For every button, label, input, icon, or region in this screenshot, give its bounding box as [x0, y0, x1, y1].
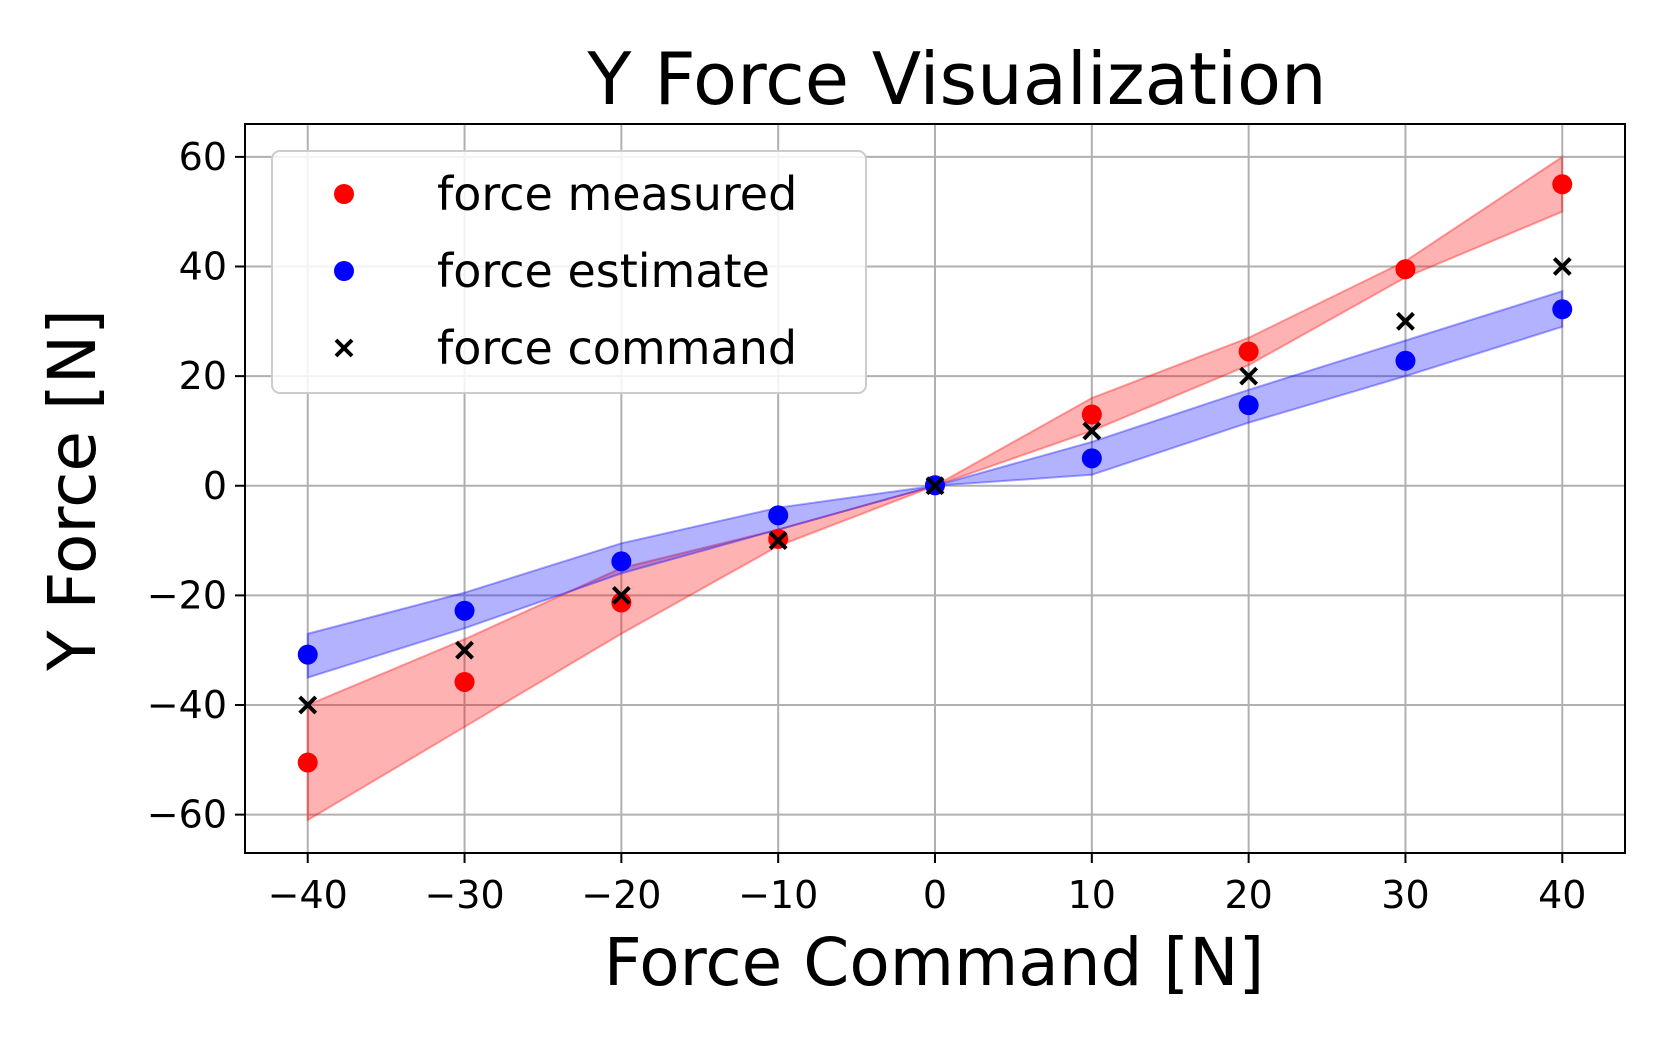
data-points [297, 174, 1573, 773]
x-tick-label: 10 [1068, 873, 1116, 917]
point-force-estimate [297, 644, 318, 665]
point-force-measured [1081, 404, 1102, 425]
y-tick-label: −20 [147, 573, 227, 617]
point-force-command [1552, 257, 1572, 276]
x-tick-label: −20 [581, 873, 661, 917]
x-marker-stroke [611, 585, 631, 605]
point-force-estimate [611, 551, 632, 572]
x-axis-ticks: −40 −30 −20 −10 0 10 20 30 40 [268, 853, 1586, 917]
y-tick-label: 60 [179, 135, 227, 179]
x-tick-label: 0 [923, 873, 947, 917]
point-force-estimate [1552, 299, 1573, 320]
legend: force measured force estimate force comman… [271, 150, 867, 394]
x-marker-stroke [1082, 421, 1102, 441]
x-marker-stroke [768, 531, 788, 550]
point-force-estimate [768, 505, 789, 526]
legend-label-force-measured: force measured [437, 167, 797, 221]
point-force-measured [1238, 341, 1259, 362]
point-force-measured [297, 752, 318, 773]
x-marker-stroke [1239, 366, 1259, 386]
x-tick-label: −40 [268, 873, 348, 917]
x-marker-stroke [334, 338, 354, 358]
point-force-command [298, 695, 318, 715]
point-force-measured [611, 592, 632, 613]
point-force-command [768, 531, 788, 550]
point-force-command [1396, 311, 1415, 331]
point-force-command [455, 640, 474, 660]
x-marker-stroke [1396, 311, 1415, 331]
y-tick-label: 20 [179, 354, 227, 398]
x-tick-label: −30 [424, 873, 504, 917]
y-axis-ticks: −60 −40 −20 0 20 40 60 [147, 135, 245, 837]
legend-box [271, 150, 867, 394]
x-marker-stroke [455, 640, 474, 660]
point-force-measured [454, 671, 475, 692]
y-tick-label: 40 [179, 245, 227, 289]
chart-title: Y Force Visualization [586, 37, 1326, 121]
x-marker-stroke [1552, 257, 1572, 276]
point-force-command [611, 585, 631, 605]
x-tick-label: 30 [1381, 873, 1429, 917]
x-marker-stroke [925, 476, 945, 496]
point-force-command [1239, 366, 1259, 386]
point-force-estimate [1395, 350, 1416, 371]
x-tick-label: 40 [1538, 873, 1586, 917]
point-force-measured [1552, 174, 1573, 195]
x-tick-label: 20 [1224, 873, 1272, 917]
y-axis-title: Y Force [N] [34, 309, 111, 672]
legend-marker-force-command [334, 338, 354, 358]
y-tick-label: −60 [147, 793, 227, 837]
x-tick-label: −10 [738, 873, 818, 917]
y-tick-label: 0 [203, 464, 227, 508]
point-force-command [925, 476, 945, 496]
legend-marker-force-measured [334, 184, 354, 204]
x-axis-title: Force Command [N] [604, 924, 1265, 1001]
point-force-command [1082, 421, 1102, 441]
point-force-estimate [1238, 395, 1259, 416]
legend-label-force-estimate: force estimate [437, 244, 770, 298]
legend-marker-force-estimate [334, 261, 354, 281]
point-force-estimate [454, 600, 475, 621]
y-tick-label: −40 [147, 683, 227, 727]
point-force-estimate [1081, 448, 1102, 469]
point-force-measured [1395, 259, 1416, 280]
x-marker-stroke [298, 695, 318, 715]
legend-label-force-command: force command [437, 321, 797, 375]
